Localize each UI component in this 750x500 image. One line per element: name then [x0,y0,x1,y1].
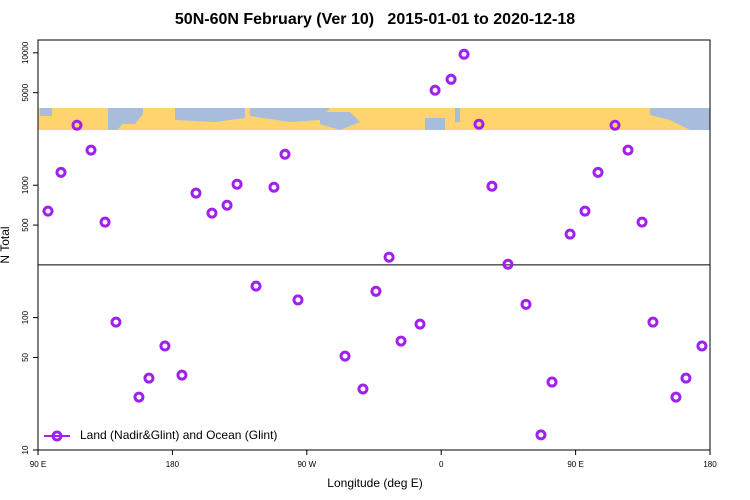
y-tick-label: 1000 [21,176,30,194]
x-tick-label: 90 E [567,460,583,469]
point [429,84,441,96]
x-tick-label: 90 E [30,460,46,469]
y-tick-label: 10000 [21,41,30,64]
point [176,369,188,381]
point [133,391,145,403]
point [231,178,243,190]
point [395,335,407,347]
point [622,144,634,156]
point [42,205,54,217]
point [564,228,576,240]
point [535,429,547,441]
point [250,280,262,292]
point [190,187,202,199]
point [636,216,648,228]
x-tick-label: 90 W [297,460,316,469]
legend-marker [51,430,63,442]
point [458,48,470,60]
point [414,318,426,330]
y-tick-label: 500 [21,218,30,232]
chart-title: 50N-60N February (Ver 10) 2015-01-01 to … [175,11,575,28]
point [473,118,485,130]
point [609,119,621,131]
point [221,199,233,211]
point [279,148,291,160]
point [647,316,659,328]
point [383,251,395,263]
point [268,181,280,193]
point [357,383,369,395]
x-tick-label: 180 [703,460,717,469]
point [502,258,514,270]
point [71,119,83,131]
y-tick-label: 5000 [21,83,30,101]
plot-frame [37,39,711,451]
point [579,205,591,217]
y-tick-label: 10 [21,445,30,454]
point [546,376,558,388]
point [55,166,67,178]
point [292,294,304,306]
map-strip [38,108,710,130]
point [670,391,682,403]
point [85,144,97,156]
point [592,166,604,178]
x-axis-label: Longitude (deg E) [327,476,422,490]
point [206,207,218,219]
point [339,350,351,362]
legend-label: Land (Nadir&Glint) and Ocean (Glint) [80,428,277,442]
y-tick-label: 100 [21,310,30,324]
point [159,340,171,352]
x-tick-label: 0 [439,460,444,469]
point [680,372,692,384]
point [370,285,382,297]
point [520,298,532,310]
point [696,340,708,352]
point [110,316,122,328]
point [143,372,155,384]
point [99,216,111,228]
y-tick-label: 50 [21,352,30,361]
point [486,180,498,192]
point [445,73,457,85]
y-axis-label: N Total [0,226,12,263]
x-tick-label: 180 [166,460,180,469]
